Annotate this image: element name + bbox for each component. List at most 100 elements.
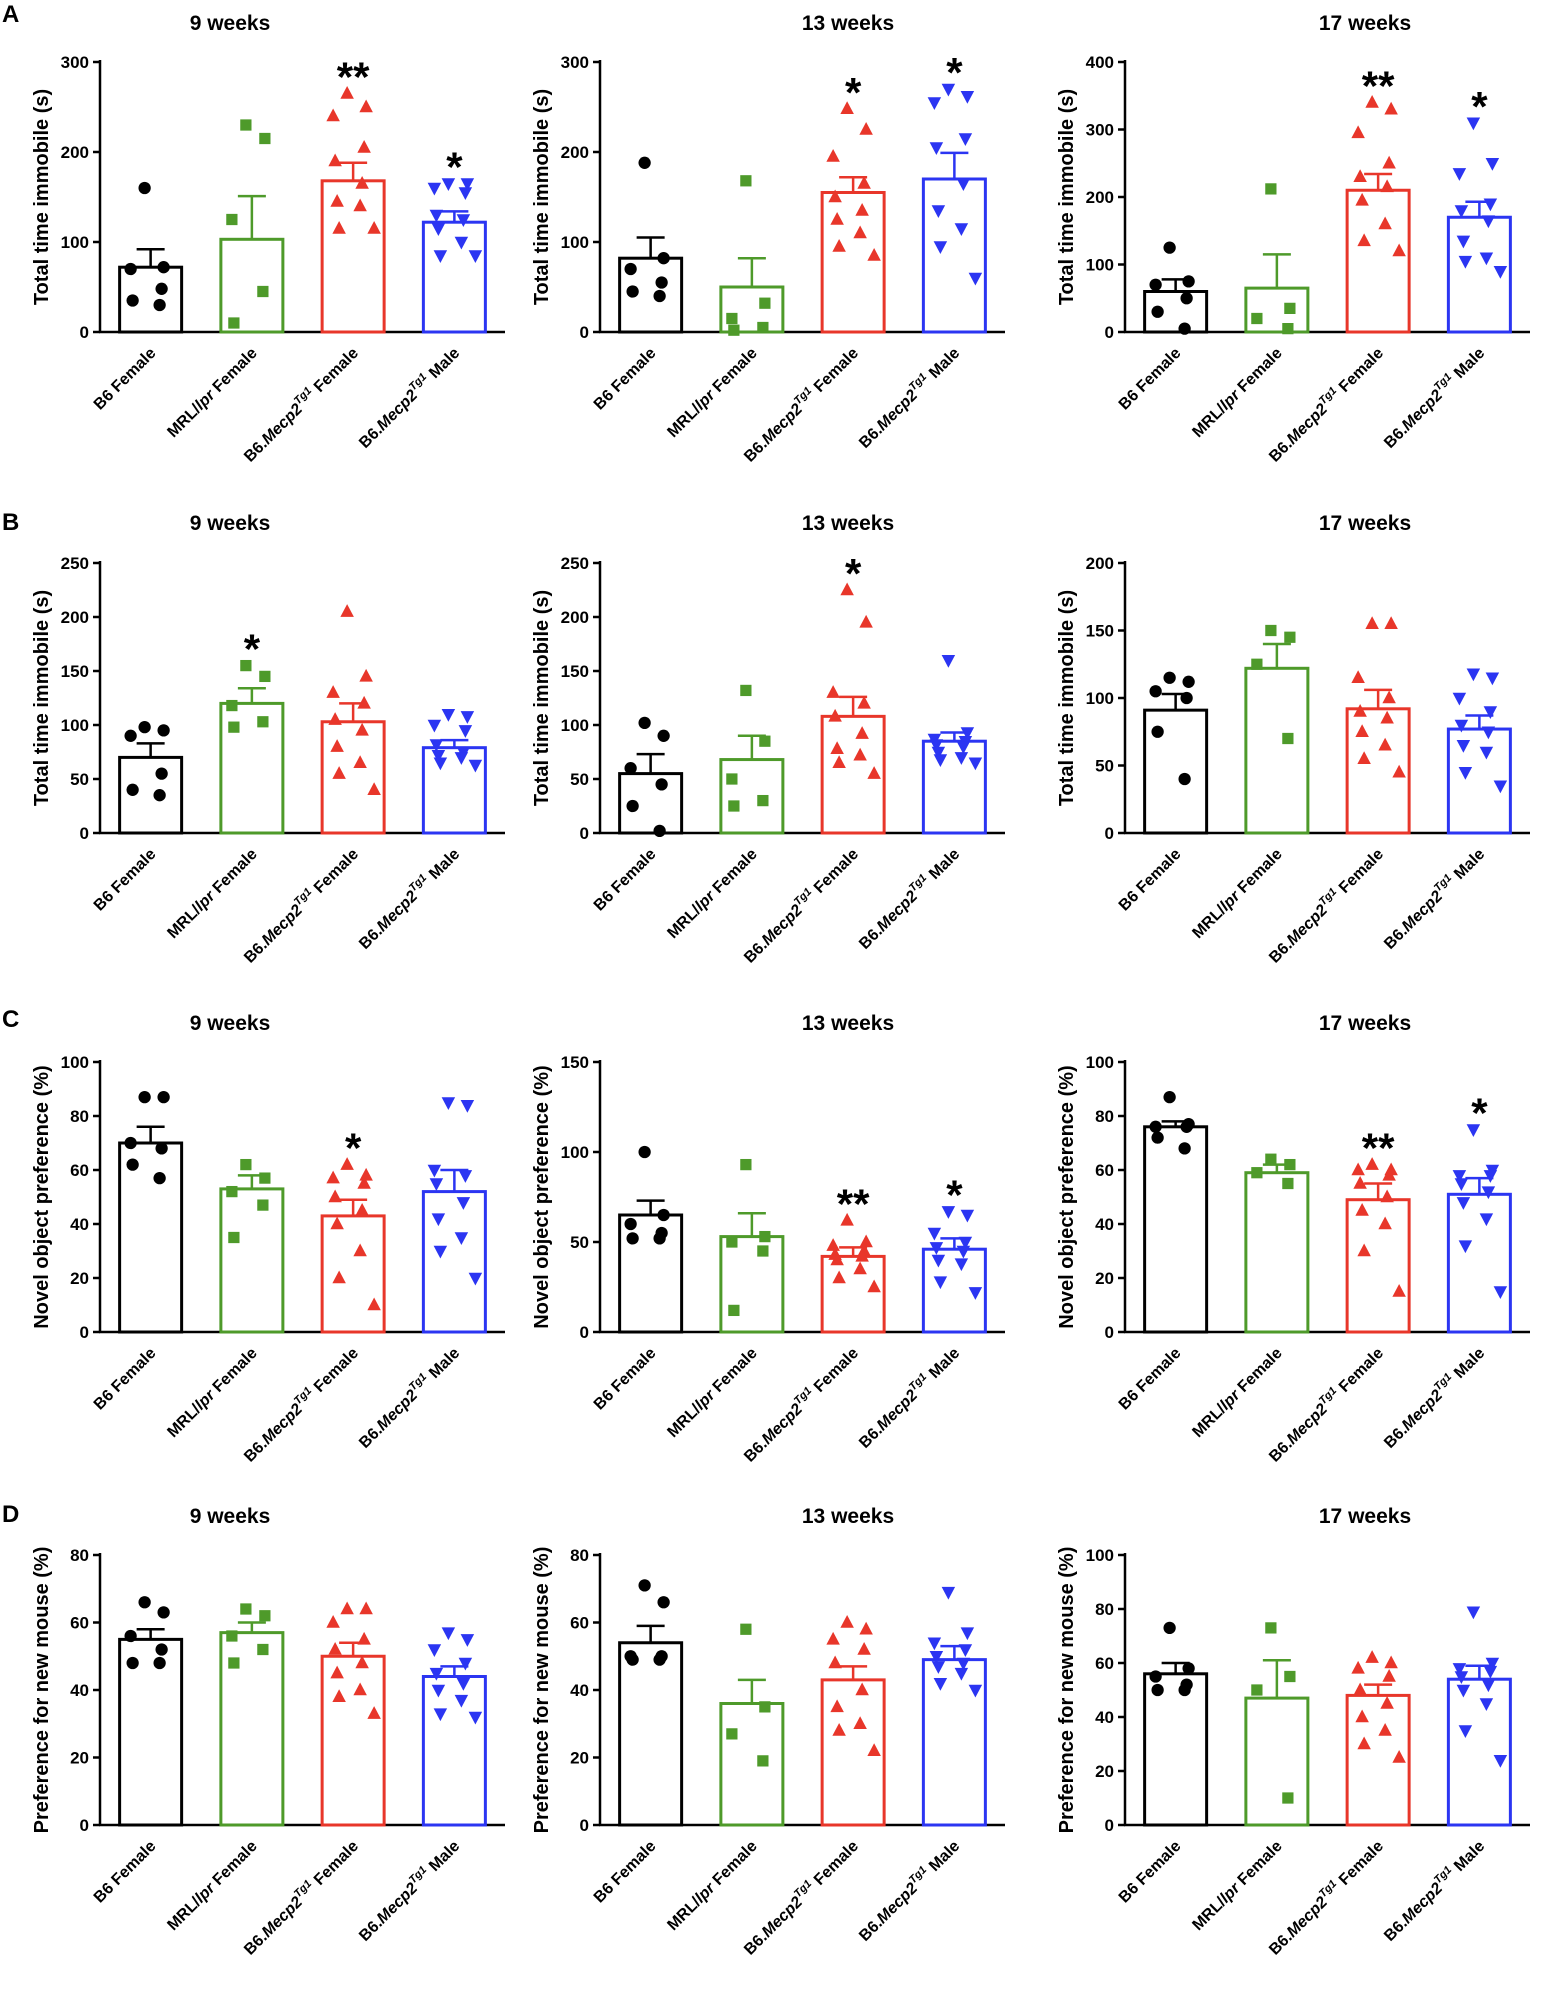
- data-point: [1284, 1158, 1296, 1171]
- data-point: [1265, 183, 1277, 195]
- data-point: [657, 1208, 670, 1222]
- x-tick-label: B6.Mecp2Tg1 Male: [1379, 1343, 1488, 1452]
- x-tick-label: B6.Mecp2Tg1 Female: [739, 1343, 862, 1466]
- data-point: [1182, 675, 1195, 688]
- data-point: [655, 276, 668, 289]
- y-tick-label: 60: [70, 1614, 89, 1633]
- data-point: [330, 739, 344, 752]
- x-tick-label: B6 Female: [91, 1838, 160, 1907]
- data-point: [1163, 1090, 1176, 1104]
- data-point: [124, 729, 137, 742]
- y-tick-label: 50: [570, 1233, 589, 1252]
- data-point: [941, 1586, 956, 1600]
- data-point: [759, 1701, 771, 1713]
- y-axis-label: Total time immobile (s): [31, 590, 53, 806]
- x-tick-label-suffix: Female: [308, 846, 362, 900]
- data-point: [326, 1170, 340, 1184]
- significance-marker: **: [337, 54, 370, 101]
- data-point: [1180, 691, 1193, 705]
- data-point: [1485, 158, 1500, 171]
- data-point: [257, 716, 269, 728]
- x-tick-label-italic: Mecp2: [1284, 1894, 1331, 1941]
- data-point: [1355, 192, 1369, 206]
- x-tick-label-italic: Mecp2: [1399, 387, 1446, 434]
- data-point: [126, 783, 139, 796]
- data-point: [468, 1272, 483, 1286]
- data-point: [157, 1606, 170, 1619]
- data-point: [759, 297, 771, 309]
- x-tick-label: B6.Mecp2Tg1 Female: [739, 343, 862, 466]
- data-point: [867, 1279, 881, 1293]
- data-point: [454, 752, 469, 765]
- data-point: [826, 1631, 840, 1645]
- x-tick-label-suffix: Male: [923, 1838, 963, 1878]
- data-point: [240, 1603, 252, 1615]
- chart-title: 17 weeks: [1319, 1012, 1411, 1035]
- data-point: [257, 1643, 269, 1656]
- bar-2: [1244, 666, 1310, 835]
- data-point: [927, 1637, 942, 1651]
- x-tick-label-suffix: Female: [1333, 846, 1387, 900]
- data-point: [240, 659, 252, 672]
- chart-d-9-weeks: 9 weeks Preference for new mouse (%) 0 20 40…: [31, 1505, 505, 1959]
- data-point: [367, 1297, 381, 1311]
- bar-2: [1244, 1171, 1310, 1334]
- data-point: [1481, 726, 1496, 740]
- data-point: [1382, 1669, 1396, 1682]
- data-point: [431, 749, 446, 763]
- x-tick-label: B6.Mecp2Tg1 Male: [354, 844, 463, 953]
- x-tick-label-suffix: Female: [707, 846, 761, 900]
- data-point: [226, 1630, 238, 1642]
- data-point: [1382, 1167, 1396, 1181]
- data-point: [359, 1601, 373, 1615]
- data-point: [960, 1209, 975, 1223]
- chart-b-9-weeks: 9 weeks Total time immobile (s) 0 50 100 150 2…: [31, 512, 505, 967]
- bar-4: [421, 1190, 487, 1334]
- data-point: [956, 741, 971, 755]
- bar-2: [719, 1235, 785, 1334]
- x-tick-label-prefix: B6 Female: [591, 1345, 660, 1414]
- data-point: [138, 1090, 151, 1104]
- y-tick-label: 60: [70, 1161, 89, 1180]
- data-point: [441, 1627, 456, 1641]
- data-point: [1355, 1709, 1369, 1723]
- data-point: [367, 1706, 381, 1719]
- data-point: [941, 83, 956, 97]
- y-axis-label: Total time immobile (s): [1056, 590, 1078, 806]
- data-point: [353, 198, 367, 212]
- x-tick-label: B6.Mecp2Tg1 Male: [854, 1343, 963, 1452]
- y-axis-label: Preference for new mouse (%): [531, 1547, 553, 1834]
- y-tick-label: 40: [1095, 1215, 1114, 1234]
- data-point: [456, 1197, 471, 1210]
- data-point: [326, 685, 340, 698]
- y-tick-label: 80: [70, 1546, 89, 1565]
- data-point: [1485, 1657, 1500, 1671]
- data-point: [240, 119, 252, 131]
- bar-1: [618, 1213, 684, 1334]
- x-tick-label-suffix: Female: [207, 846, 261, 900]
- data-point: [859, 614, 873, 628]
- x-tick-label: MRL/lpr Female: [164, 1345, 260, 1441]
- x-tick-label-italic: Mecp2: [759, 1894, 806, 1941]
- chart-title: 9 weeks: [190, 1012, 271, 1035]
- data-point: [138, 181, 151, 195]
- data-point: [956, 1245, 971, 1259]
- y-tick-label: 100: [561, 716, 589, 735]
- x-tick-label-suffix: Male: [1448, 1345, 1488, 1385]
- data-point: [441, 178, 456, 191]
- data-point: [1351, 1162, 1365, 1176]
- data-point: [153, 789, 166, 802]
- data-point: [1355, 724, 1369, 737]
- data-point: [468, 759, 483, 773]
- data-point: [1149, 685, 1162, 698]
- data-point: [1452, 692, 1467, 706]
- data-point: [1265, 1153, 1277, 1165]
- data-point: [657, 1596, 670, 1609]
- data-point: [153, 1656, 166, 1670]
- x-tick-label-suffix: Female: [1333, 1345, 1387, 1399]
- y-tick-label: 80: [1095, 1600, 1114, 1619]
- chart-title: 13 weeks: [802, 1505, 894, 1528]
- chart-title: 17 weeks: [1319, 1505, 1411, 1528]
- data-point: [653, 1653, 666, 1666]
- y-tick-label: 50: [570, 770, 589, 789]
